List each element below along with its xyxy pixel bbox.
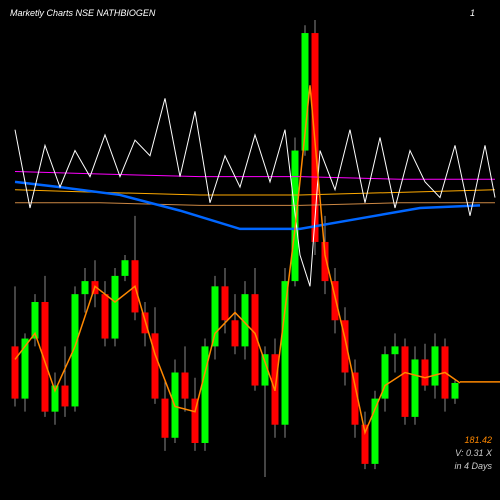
info-price: 181.42 (464, 435, 492, 445)
chart-container: Marketly Charts NSE NATHBIOGEN 1 181.42 … (0, 0, 500, 500)
info-volume: V: 0.31 X (455, 448, 492, 458)
candlestick-chart (0, 0, 500, 500)
chart-timeframe: 1 (470, 8, 475, 18)
info-days: in 4 Days (454, 461, 492, 471)
chart-title: Marketly Charts NSE NATHBIOGEN (10, 8, 155, 18)
